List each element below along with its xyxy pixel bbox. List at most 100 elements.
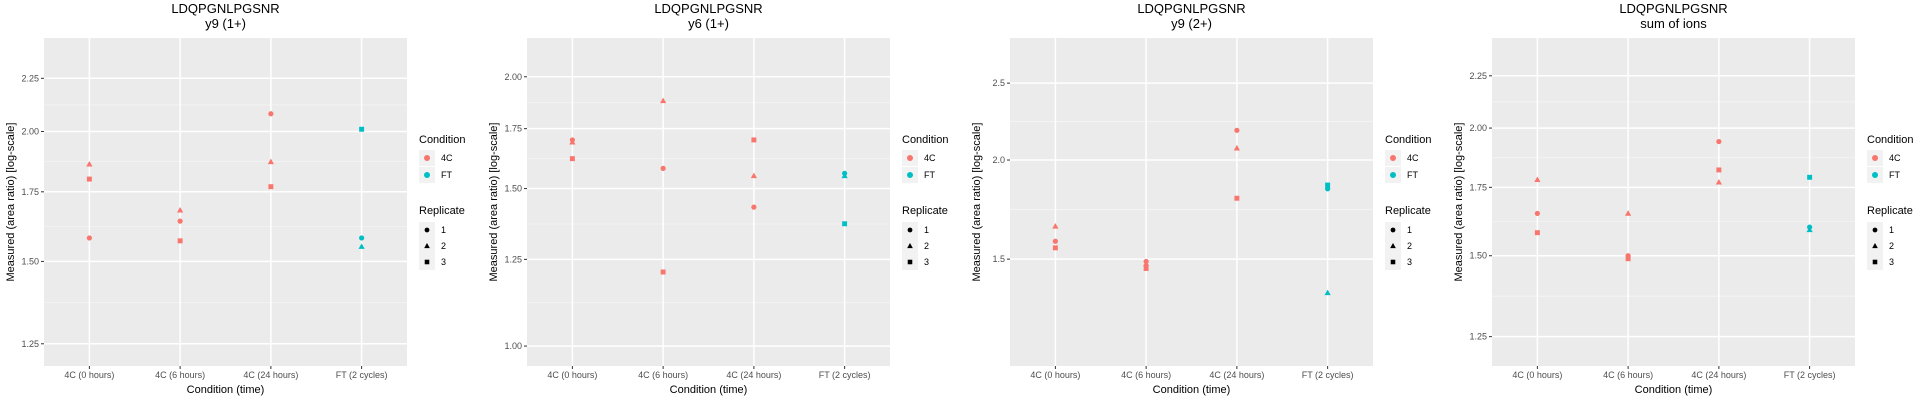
legend-replicate-title: Replicate — [902, 205, 948, 217]
legend-label-replicate-2: 2 — [441, 241, 446, 251]
x-tick-label: 4C (6 hours) — [1603, 370, 1653, 380]
data-point-4c-rep2 — [1143, 260, 1150, 267]
legend-label-ft: FT — [441, 170, 452, 180]
chart-title: LDQPGNLPGSNR — [1137, 1, 1245, 16]
legend-label-4c: 4C — [924, 153, 936, 163]
legend-key-replicate-1 — [1390, 227, 1396, 233]
data-point-ft-rep3 — [359, 126, 365, 132]
y-tick-label: 2.0 — [992, 155, 1005, 165]
y-tick-label: 2.00 — [1469, 123, 1487, 133]
y-axis-label: Measured (area ratio) [log-scale] — [971, 123, 983, 282]
y-axis-label: Measured (area ratio) [log-scale] — [488, 123, 500, 282]
data-point-4c-rep3 — [1234, 195, 1240, 201]
data-point-4c-rep2 — [569, 138, 576, 145]
x-tick-label: 4C (6 hours) — [155, 370, 205, 380]
legend-label-replicate-3: 3 — [924, 257, 929, 267]
chart-title: LDQPGNLPGSNR — [1619, 1, 1727, 16]
data-point-4c-rep2 — [267, 158, 274, 165]
legend-key-replicate-2 — [1872, 243, 1878, 249]
x-tick-label: 4C (24 hours) — [1691, 370, 1746, 380]
legend-label-ft: FT — [924, 170, 935, 180]
legend-key-replicate-3 — [907, 259, 913, 265]
data-point-4c-rep1 — [86, 235, 92, 241]
data-point-4c-rep3 — [1625, 256, 1631, 262]
chart-title: LDQPGNLPGSNR — [171, 1, 279, 16]
y-tick-label: 1.5 — [992, 254, 1005, 264]
chart-subtitle: y9 (2+) — [1171, 16, 1212, 31]
data-point-4c-rep3 — [1052, 245, 1058, 251]
data-point-4c-rep3 — [1716, 167, 1722, 173]
x-axis-label: Condition (time) — [1635, 384, 1713, 396]
legend: Condition 4C FT Replicate 1 2 3 — [419, 134, 465, 270]
legend-key-replicate-3 — [1390, 259, 1396, 265]
chart-subtitle: sum of ions — [1640, 16, 1707, 31]
legend-key-replicate-2 — [1390, 243, 1396, 249]
legend-label-replicate-1: 1 — [1889, 225, 1894, 235]
legend-key-replicate-1 — [907, 227, 913, 233]
legend-label-replicate-2: 2 — [924, 241, 929, 251]
legend-label-replicate-1: 1 — [441, 225, 446, 235]
legend-key-4c — [907, 155, 913, 161]
legend-label-4c: 4C — [1889, 153, 1901, 163]
legend: Condition 4C FT Replicate 1 2 3 — [1385, 134, 1431, 270]
legend: Condition 4C FT Replicate 1 2 3 — [1867, 134, 1913, 270]
x-tick-label: 4C (24 hours) — [1209, 370, 1264, 380]
data-point-4c-rep1 — [1716, 138, 1722, 145]
x-axis-label: Condition (time) — [187, 384, 265, 396]
y-tick-label: 1.00 — [504, 341, 522, 351]
legend-key-4c — [1390, 155, 1396, 161]
x-axis-label: Condition (time) — [670, 384, 748, 396]
legend-key-replicate-2 — [907, 243, 913, 249]
y-tick-label: 1.75 — [504, 124, 522, 134]
data-point-ft-rep3 — [1807, 174, 1813, 180]
legend-label-4c: 4C — [441, 153, 453, 163]
data-point-4c-rep3 — [569, 156, 575, 162]
legend-key-ft — [907, 172, 913, 178]
data-point-ft-rep3 — [842, 221, 848, 227]
x-tick-label: 4C (0 hours) — [547, 370, 597, 380]
y-tick-label: 1.25 — [1469, 332, 1487, 342]
data-point-ft-rep2 — [1324, 289, 1331, 296]
legend-condition-title: Condition — [902, 134, 948, 146]
legend-label-replicate-1: 1 — [1407, 225, 1412, 235]
facet-panel-3: 1.5 2.0 2.5 4C (0 hours) 4C (6 hours) 4C (24 … — [971, 1, 1431, 396]
legend-key-4c — [424, 155, 430, 161]
data-point-4c-rep3 — [1143, 265, 1149, 271]
legend-replicate-title: Replicate — [1385, 205, 1431, 217]
y-tick-label: 2.00 — [21, 127, 39, 137]
legend-label-replicate-1: 1 — [924, 225, 929, 235]
data-point-4c-rep3 — [1534, 230, 1540, 236]
panel-background — [44, 38, 407, 366]
facet-panel-2: 1.00 1.25 1.50 1.75 2.00 4C (0 hours) 4C (6 ho… — [488, 1, 948, 396]
data-point-4c-rep3 — [268, 184, 274, 190]
panel-background — [1492, 38, 1855, 366]
data-point-4c-rep1 — [1052, 238, 1058, 244]
x-tick-label: 4C (0 hours) — [1512, 370, 1562, 380]
legend-label-ft: FT — [1407, 170, 1418, 180]
data-point-4c-rep3 — [751, 137, 757, 143]
y-tick-label: 1.50 — [504, 184, 522, 194]
y-tick-label: 2.00 — [504, 72, 522, 82]
legend-key-ft — [1872, 172, 1878, 178]
facet-panel-4: 1.25 1.50 1.75 2.00 2.25 4C (0 hours) 4C (6 ho… — [1453, 1, 1913, 396]
y-tick-label: 1.50 — [21, 256, 39, 266]
data-point-4c-rep1 — [268, 111, 274, 117]
data-point-ft-rep2 — [358, 243, 365, 249]
data-point-4c-rep2 — [1233, 144, 1240, 151]
y-axis-label: Measured (area ratio) [log-scale] — [1453, 123, 1465, 282]
x-axis-label: Condition (time) — [1153, 384, 1231, 396]
chart-subtitle: y9 (1+) — [205, 16, 246, 31]
legend-key-replicate-2 — [424, 243, 430, 249]
data-point-4c-rep2 — [750, 172, 757, 179]
y-tick-label: 1.75 — [21, 187, 39, 197]
legend-label-4c: 4C — [1407, 153, 1419, 163]
data-point-4c-rep3 — [177, 238, 183, 244]
data-point-4c-rep1 — [660, 165, 666, 171]
y-tick-label: 1.25 — [504, 254, 522, 264]
legend-condition-title: Condition — [1867, 134, 1913, 146]
x-tick-label: 4C (24 hours) — [243, 370, 298, 380]
x-tick-label: 4C (6 hours) — [1121, 370, 1171, 380]
facet-panel-1: 1.25 1.50 1.75 2.00 2.25 4C (0 hours) 4C (6 ho… — [5, 1, 465, 396]
